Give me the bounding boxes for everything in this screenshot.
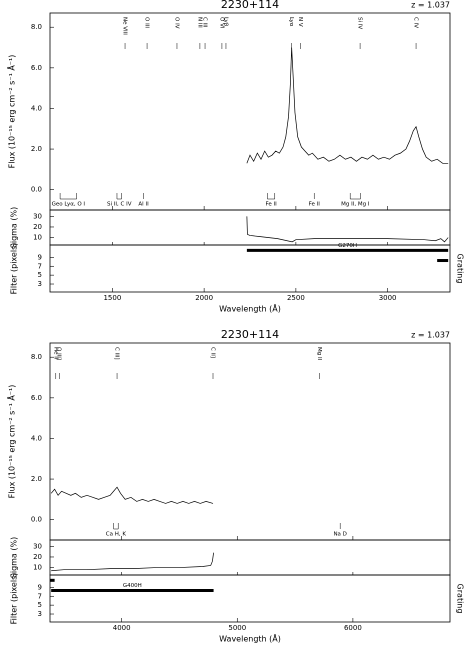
filter-tick-label: 7 xyxy=(38,592,42,600)
y-tick-label: 0.0 xyxy=(31,516,42,524)
grating-label: Grating xyxy=(456,254,465,284)
sigma-line xyxy=(51,552,214,572)
x-tick-label: 6000 xyxy=(344,624,362,632)
y-tick-label: 6.0 xyxy=(31,64,42,72)
absorption-label: Geo Lyα, O I xyxy=(52,202,86,208)
filter-bar-label: G270H xyxy=(338,243,357,249)
filter-tick-label: 3 xyxy=(38,610,42,618)
y-tick-label: 6.0 xyxy=(31,394,42,402)
emission-label: C III] xyxy=(114,347,120,360)
emission-label: Lyα xyxy=(288,17,294,27)
emission-label: Mg II xyxy=(316,347,322,361)
y-axis-label: Flux (10⁻¹⁵ erg cm⁻² s⁻¹ Å⁻¹) xyxy=(6,385,17,499)
filter-tick-label: 5 xyxy=(38,271,42,279)
y-axis-label: Flux (10⁻¹⁵ erg cm⁻² s⁻¹ Å⁻¹) xyxy=(6,55,17,169)
absorption-label: Mg II, Mg I xyxy=(341,202,370,208)
emission-label: O IV xyxy=(173,17,179,29)
filter-bar-label: G400H xyxy=(123,583,142,589)
absorption-bracket xyxy=(267,193,276,200)
emission-label: Lyβ xyxy=(222,17,228,27)
absorption-label: Si II, C IV xyxy=(107,202,132,208)
absorption-label: Ca H, K xyxy=(106,532,127,538)
emission-label: C III xyxy=(202,17,208,28)
absorption-bracket xyxy=(349,193,361,200)
emission-label: C II] xyxy=(210,347,216,358)
emission-label: O VI xyxy=(218,17,224,29)
flux-line xyxy=(246,47,449,164)
y-tick-label: 8.0 xyxy=(31,23,42,31)
absorption-label: Al II xyxy=(138,202,149,208)
sigma-tick-label: 10 xyxy=(33,564,42,572)
sigma-tick-label: 30 xyxy=(33,212,42,220)
y-tick-label: 0.0 xyxy=(31,186,42,194)
redshift: z = 1.037 xyxy=(411,331,450,340)
emission-label: Si IV xyxy=(357,17,363,29)
y-tick-label: 2.0 xyxy=(31,475,42,483)
emission-label: He II xyxy=(52,347,58,360)
filter-tick-label: 7 xyxy=(38,262,42,270)
y-tick-label: 8.0 xyxy=(31,353,42,361)
emission-label: O III] xyxy=(56,347,62,360)
filter-tick-label: 9 xyxy=(38,253,42,261)
absorption-bracket xyxy=(59,193,77,200)
sigma-tick-label: 20 xyxy=(33,553,42,561)
panel-frame xyxy=(49,209,451,246)
x-axis-label: Wavelength (Å) xyxy=(219,303,281,314)
panel-frame xyxy=(49,342,451,541)
filter-tick-label: 3 xyxy=(38,280,42,288)
absorption-bracket xyxy=(116,193,122,200)
filter-tick-label: 5 xyxy=(38,601,42,609)
x-tick-label: 2000 xyxy=(195,294,213,302)
panel-frame xyxy=(49,574,451,623)
sigma-label: Sigma (%) xyxy=(10,537,19,578)
absorption-bracket xyxy=(113,523,119,530)
filter-tick-label: 9 xyxy=(38,583,42,591)
absorption-label: Fe II xyxy=(265,202,277,208)
emission-label: N III xyxy=(196,17,202,28)
flux-line xyxy=(50,486,214,504)
x-tick-label: 5000 xyxy=(228,624,246,632)
emission-label: O III xyxy=(144,17,150,28)
emission-label: Ne VIII xyxy=(122,17,128,35)
absorption-label: Fe II xyxy=(309,202,321,208)
y-tick-label: 4.0 xyxy=(31,434,42,442)
panel-frame xyxy=(49,244,451,293)
y-tick-label: 4.0 xyxy=(31,104,42,112)
filter-label: Filter (pixels) xyxy=(10,243,19,295)
emission-label: N V xyxy=(297,17,303,27)
chart-title: 2230+114 xyxy=(221,328,279,341)
sigma-tick-label: 20 xyxy=(33,223,42,231)
panel-frame xyxy=(49,12,451,211)
x-tick-label: 3000 xyxy=(379,294,397,302)
sigma-label: Sigma (%) xyxy=(10,207,19,248)
sigma-tick-label: 10 xyxy=(33,234,42,242)
emission-label: C IV xyxy=(413,17,419,28)
panel-frame xyxy=(49,539,451,576)
x-tick-label: 1500 xyxy=(103,294,121,302)
chart-title: 2230+114 xyxy=(221,0,279,11)
x-tick-label: 2500 xyxy=(287,294,305,302)
x-axis-label: Wavelength (Å) xyxy=(219,633,281,644)
sigma-line xyxy=(246,216,449,243)
filter-label: Filter (pixels) xyxy=(10,573,19,625)
sigma-tick-label: 30 xyxy=(33,542,42,550)
x-tick-label: 4000 xyxy=(113,624,131,632)
redshift: z = 1.037 xyxy=(411,1,450,10)
grating-label: Grating xyxy=(456,584,465,614)
y-tick-label: 2.0 xyxy=(31,145,42,153)
absorption-label: Na D xyxy=(333,532,346,538)
